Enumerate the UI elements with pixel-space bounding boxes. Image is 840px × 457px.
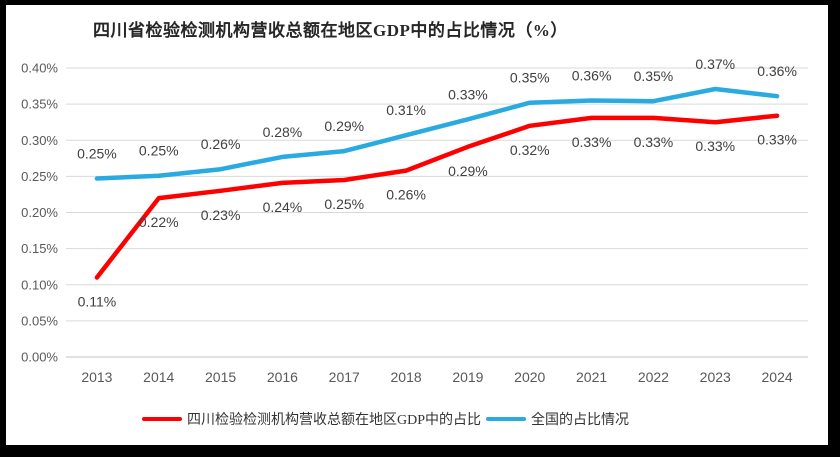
data-label: 0.29% (324, 118, 364, 134)
national-series-line (94, 86, 780, 181)
x-axis-tick-label: 2022 (638, 369, 669, 385)
data-label: 0.36% (572, 68, 612, 84)
data-label: 0.35% (510, 70, 550, 86)
sichuan-series-line (94, 113, 780, 280)
x-axis-tick-label: 2024 (762, 369, 793, 385)
x-axis-tick-label: 2016 (267, 369, 298, 385)
data-label: 0.33% (757, 132, 797, 148)
data-label: 0.33% (695, 138, 735, 154)
y-axis-tick-label: 0.25% (21, 169, 58, 184)
data-label: 0.28% (263, 124, 303, 140)
data-label: 0.35% (634, 68, 674, 84)
y-axis-tick-label: 0.35% (21, 97, 58, 112)
x-axis-tick-label: 2021 (576, 369, 607, 385)
y-axis-tick-label: 0.40% (21, 61, 58, 76)
data-label: 0.26% (201, 136, 241, 152)
data-label: 0.26% (386, 187, 426, 203)
y-axis-tick-label: 0.30% (21, 133, 58, 148)
legend-label-sichuan: 四川检验检测机构营收总额在地区GDP中的占比 (187, 413, 482, 428)
y-axis-tick-label: 0.15% (21, 241, 58, 256)
legend-line-sample-national-blue (486, 417, 527, 421)
x-axis-tick-label: 2017 (329, 369, 360, 385)
data-label: 0.31% (386, 102, 426, 118)
data-label: 0.33% (572, 134, 612, 150)
legend-label-national: 全国的占比情况 (531, 413, 630, 428)
x-axis-tick-label: 2015 (205, 369, 236, 385)
x-axis-tick-label: 2013 (81, 369, 112, 385)
data-label: 0.32% (510, 142, 550, 158)
chart-canvas (6, 5, 828, 445)
x-axis-tick-label: 2023 (700, 369, 731, 385)
x-axis-tick-label: 2018 (391, 369, 422, 385)
data-label: 0.25% (324, 196, 364, 212)
y-axis-tick-label: 0.05% (21, 313, 58, 328)
data-label: 0.23% (201, 207, 241, 223)
legend-item-sichuan: 四川检验检测机构营收总额在地区GDP中的占比 (142, 409, 481, 429)
data-label: 0.25% (77, 146, 117, 162)
x-axis-tick-label: 2020 (514, 369, 545, 385)
y-axis-tick-label: 0.00% (21, 350, 58, 365)
legend-line-sample-sichuan-red (142, 417, 182, 421)
data-label: 0.29% (448, 163, 488, 179)
data-label: 0.33% (448, 86, 488, 102)
data-label: 0.11% (78, 294, 117, 310)
legend-item-national: 全国的占比情况 (486, 409, 629, 429)
data-label: 0.37% (695, 56, 735, 72)
data-label: 0.22% (139, 214, 179, 230)
data-label: 0.33% (634, 134, 674, 150)
chart-legend: 四川检验检测机构营收总额在地区GDP中的占比 全国的占比情况 (142, 409, 634, 429)
x-axis-tick-label: 2014 (143, 369, 174, 385)
y-axis-tick-label: 0.20% (21, 205, 58, 220)
data-label: 0.36% (757, 63, 797, 79)
x-axis-tick-label: 2019 (452, 369, 483, 385)
data-label: 0.24% (263, 199, 303, 215)
y-axis-tick-label: 0.10% (21, 277, 58, 292)
data-label: 0.25% (139, 143, 179, 159)
chart-title: 四川省检验检测机构营收总额在地区GDP中的占比情况（%） (93, 21, 568, 40)
